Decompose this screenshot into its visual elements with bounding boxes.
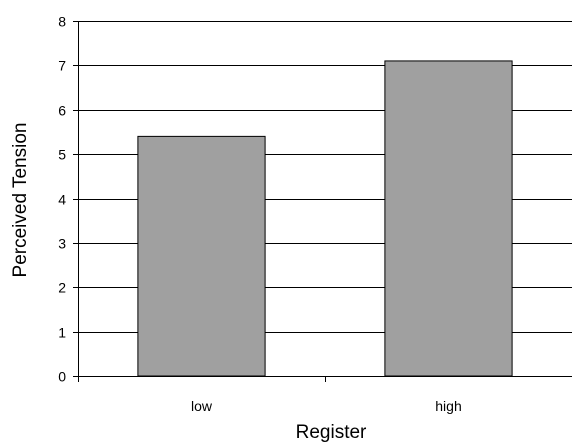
y-tick-label: 7 bbox=[58, 58, 66, 74]
x-axis-title: Register bbox=[296, 422, 367, 443]
y-tick-label: 1 bbox=[58, 325, 66, 341]
y-tick-label: 3 bbox=[58, 236, 66, 252]
y-tick-label: 8 bbox=[58, 14, 66, 30]
y-tick-label: 4 bbox=[58, 192, 66, 208]
x-tick-label-low: low bbox=[191, 398, 213, 414]
y-tick-labels: 0 1 2 3 4 5 6 7 8 bbox=[58, 14, 66, 385]
x-tick-label-high: high bbox=[435, 398, 461, 414]
y-tick-label: 5 bbox=[58, 147, 66, 163]
bars bbox=[137, 60, 513, 377]
y-tick-label: 2 bbox=[58, 280, 66, 296]
axes bbox=[78, 21, 572, 382]
y-axis-title: Perceived Tension bbox=[10, 123, 31, 278]
x-tick-labels: low high bbox=[191, 398, 462, 414]
y-tick-label: 6 bbox=[58, 103, 66, 119]
bar-low bbox=[137, 135, 266, 377]
y-tick-label: 0 bbox=[58, 369, 66, 385]
bar-high bbox=[384, 60, 513, 377]
